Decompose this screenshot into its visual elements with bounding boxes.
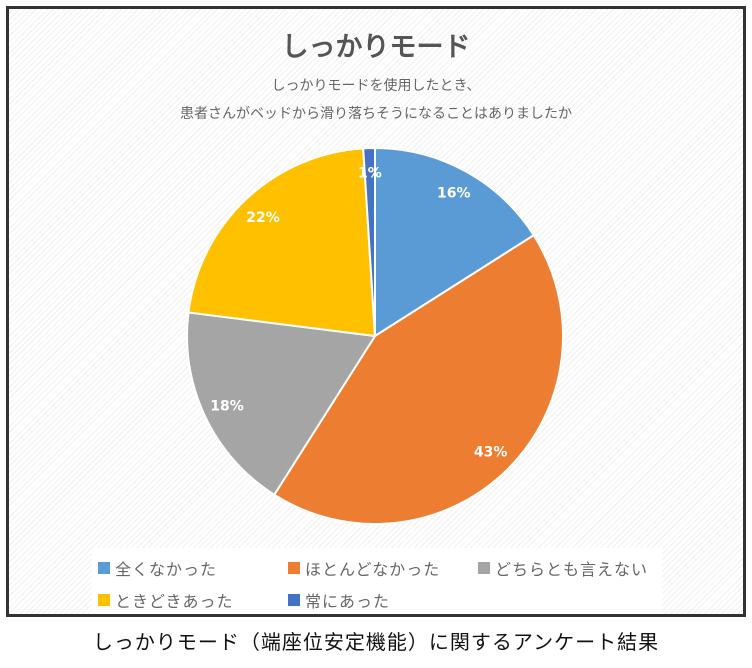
data-label-2: 43% (474, 445, 508, 461)
pie-slice-2 (272, 233, 564, 525)
pie-slice-5 (362, 146, 376, 337)
legend-label: ほとんどなかった (305, 560, 441, 579)
pie-slice-3 (186, 311, 377, 497)
data-label-4: 22% (246, 210, 280, 226)
data-label-1: 16% (437, 186, 471, 202)
legend-label: ときどきあった (115, 592, 234, 611)
pie-slice-1 (374, 146, 536, 338)
legend-item-3: どちらとも言えない (478, 556, 648, 580)
legend-swatch (98, 594, 110, 606)
chart-subtitle-line-1: しっかりモードを使用したとき、 (271, 78, 481, 94)
legend-item-2: ほとんどなかった (288, 556, 440, 580)
legend-swatch (478, 562, 490, 574)
legend-swatch (288, 594, 300, 606)
pie-slice-4 (187, 147, 377, 338)
legend: 全くなかった ほとんどなかった どちらとも言えないときどきあった 常にあった (92, 548, 662, 614)
figure-caption: しっかりモード（端座位安定機能）に関するアンケート結果 (92, 630, 660, 654)
legend-label: どちらとも言えない (495, 560, 649, 579)
chart-title: しっかりモード (281, 32, 471, 63)
legend-item-4: ときどきあった (98, 588, 234, 612)
data-label-3: 18% (210, 399, 244, 415)
pie-chart: 16% 43% 18% 22% 1% (186, 146, 564, 525)
legend-swatch (288, 562, 300, 574)
legend-item-5: 常にあった (288, 588, 390, 612)
legend-label: 全くなかった (115, 560, 218, 579)
chart-subtitle-line-2: 患者さんがベッドから滑り落ちそうになることはありましたか (180, 106, 572, 122)
legend-swatch (98, 562, 110, 574)
legend-item-1: 全くなかった (98, 556, 217, 580)
data-label-5: 1% (358, 166, 382, 182)
legend-label: 常にあった (305, 592, 391, 611)
